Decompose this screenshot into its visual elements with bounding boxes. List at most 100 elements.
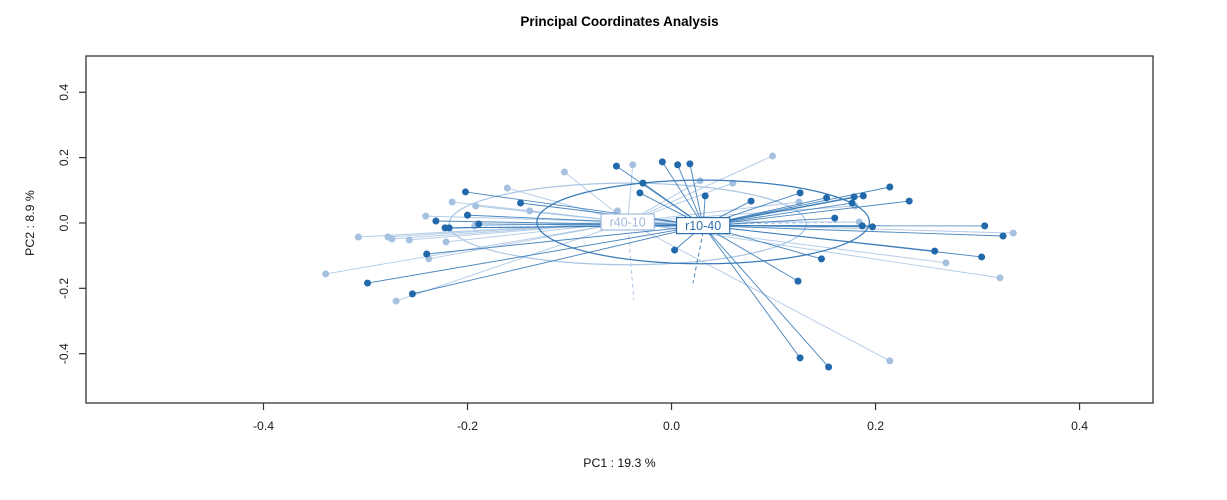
group-ellipse-r10-40 [536, 179, 871, 265]
dashed-line-r10-40 [692, 232, 704, 284]
data-point-r10-40 [831, 214, 839, 222]
data-point-r10-40 [999, 232, 1007, 240]
data-point-r10-40 [931, 247, 939, 255]
spider-line-r10-40 [412, 225, 704, 295]
y-tick-label: -0.2 [57, 278, 71, 299]
data-point-r10-40 [636, 189, 644, 197]
centroid-label-r10-40: r10-40 [685, 219, 721, 233]
spider-line-r40-10 [627, 221, 891, 362]
spider-line-r40-10 [627, 164, 634, 223]
data-point-r10-40 [445, 224, 453, 232]
data-point-r10-40 [364, 279, 372, 287]
y-tick-label: 0.4 [57, 84, 71, 101]
data-point-r10-40 [475, 220, 483, 228]
data-point-r10-40 [408, 290, 416, 298]
spider-line-r10-40 [703, 186, 890, 227]
data-point-r10-40 [671, 246, 679, 254]
data-point-r40-10 [388, 235, 396, 243]
x-tick-label: 0.4 [1071, 419, 1088, 433]
data-point-r10-40 [868, 223, 876, 231]
data-point-r40-10 [769, 152, 777, 160]
data-point-r10-40 [978, 253, 986, 261]
x-tick-label: -0.4 [253, 419, 274, 433]
spider-line-r10-40 [661, 161, 704, 226]
data-point-r40-10 [560, 168, 568, 176]
spider-line-r10-40 [702, 225, 799, 282]
data-point-r10-40 [639, 179, 647, 187]
data-point-r10-40 [825, 363, 833, 371]
data-point-r10-40 [461, 188, 469, 196]
data-point-r40-10 [405, 236, 413, 244]
data-point-r40-10 [629, 161, 637, 169]
x-axis-title: PC1 : 19.3 % [583, 456, 656, 470]
spider-line-r10-40 [367, 225, 704, 284]
y-tick-label: 0.0 [57, 214, 71, 231]
data-point-r40-10 [322, 270, 330, 278]
data-point-r10-40 [517, 199, 525, 207]
data-point-r10-40 [981, 222, 989, 230]
data-point-r10-40 [612, 162, 620, 170]
data-point-r10-40 [796, 354, 804, 362]
data-point-r40-10 [472, 202, 480, 210]
data-point-r40-10 [613, 207, 621, 215]
x-tick-label: -0.2 [457, 419, 478, 433]
data-point-r10-40 [859, 192, 867, 200]
data-point-r10-40 [423, 250, 431, 258]
spider-line-r10-40 [689, 163, 704, 226]
centroid-label-r40-10: r40-10 [610, 215, 646, 229]
data-point-r40-10 [422, 212, 430, 220]
data-point-r40-10 [526, 207, 534, 215]
spider-line-r10-40 [702, 225, 829, 368]
data-point-r10-40 [686, 160, 694, 168]
spider-line-r10-40 [426, 225, 704, 255]
spider-line-r10-40 [703, 200, 910, 227]
centroid-label-box-r40-10 [600, 213, 655, 231]
data-point-r40-10 [942, 259, 950, 267]
data-point-r10-40 [701, 192, 709, 200]
spider-line-r40-10 [395, 221, 628, 302]
data-point-r10-40 [674, 161, 682, 169]
data-point-r40-10 [392, 297, 400, 305]
data-point-r40-10 [996, 274, 1004, 282]
data-point-r10-40 [658, 158, 666, 166]
x-tick-label: 0.2 [867, 419, 884, 433]
spider-line-r10-40 [465, 191, 704, 227]
data-point-r10-40 [796, 189, 804, 197]
dashed-line-r40-10 [628, 235, 635, 301]
data-point-r40-10 [448, 198, 456, 206]
data-point-r40-10 [696, 177, 704, 185]
data-point-r10-40 [432, 217, 440, 225]
data-point-r10-40 [850, 193, 858, 201]
y-tick-label: 0.2 [57, 149, 71, 166]
data-point-r40-10 [1009, 229, 1017, 237]
data-point-r10-40 [823, 194, 831, 202]
data-point-r10-40 [848, 199, 856, 207]
data-point-r40-10 [503, 184, 511, 192]
spider-line-r10-40 [467, 214, 704, 227]
spider-line-r40-10 [325, 221, 628, 275]
x-tick-label: 0.0 [663, 419, 680, 433]
data-point-r40-10 [442, 238, 450, 246]
data-point-r10-40 [905, 197, 913, 205]
spider-line-r10-40 [677, 164, 704, 226]
plot-border [85, 55, 1154, 404]
y-tick-label: -0.4 [57, 343, 71, 364]
centroid-label-box-r10-40 [675, 216, 731, 235]
data-point-r10-40 [464, 211, 472, 219]
spider-line-r10-40 [702, 225, 801, 359]
data-point-r10-40 [886, 183, 894, 191]
spider-line-r10-40 [478, 223, 704, 227]
group-ellipse-r40-10 [448, 182, 807, 266]
data-point-r40-10 [886, 357, 894, 365]
spider-line-r10-40 [449, 225, 704, 229]
spider-line-r40-10 [627, 155, 773, 223]
data-point-r40-10 [354, 233, 362, 241]
data-point-r10-40 [794, 277, 802, 285]
data-point-r10-40 [747, 197, 755, 205]
data-point-r10-40 [858, 222, 866, 230]
spider-line-r10-40 [703, 225, 1004, 237]
data-point-r10-40 [817, 255, 825, 263]
chart-title: Principal Coordinates Analysis [520, 14, 719, 29]
